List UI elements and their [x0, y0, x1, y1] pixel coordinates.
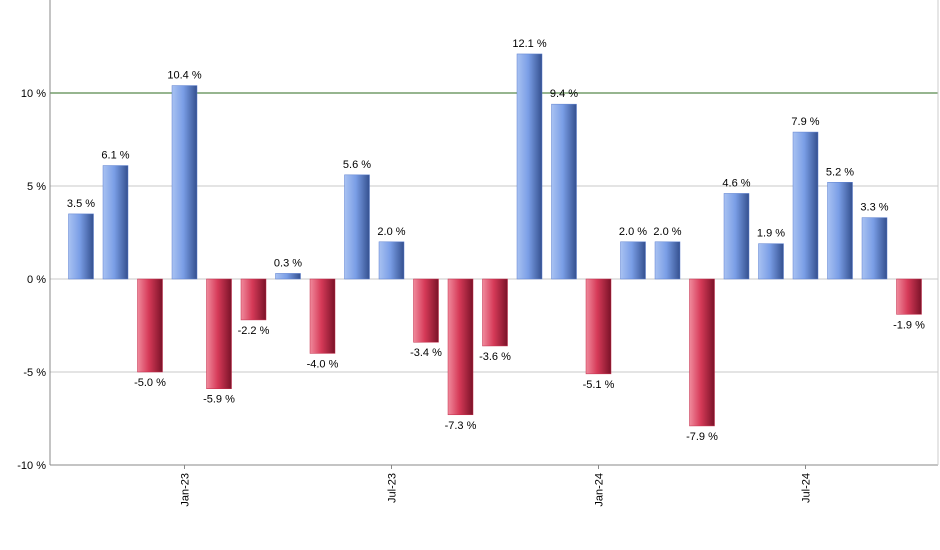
bar: [309, 278, 336, 354]
bar: [171, 85, 198, 280]
data-label: -4.0 %: [307, 358, 339, 370]
data-label: 9.4 %: [550, 88, 578, 100]
data-label: 3.3 %: [860, 202, 888, 214]
y-tick-label: 10 %: [21, 88, 46, 100]
data-label: 2.0 %: [377, 226, 405, 238]
data-label: 12.1 %: [512, 38, 546, 50]
bar: [689, 278, 715, 427]
bar: [827, 182, 853, 280]
bar: [482, 278, 508, 347]
bar: [240, 278, 267, 321]
bar: [447, 278, 474, 416]
x-tick-label: Jul-24: [801, 473, 813, 503]
y-tick-label: -5 %: [23, 367, 46, 379]
bar: [896, 278, 922, 315]
x-tick-label: Jan-23: [180, 473, 192, 507]
data-label: 3.5 %: [67, 198, 95, 210]
data-label: -7.3 %: [445, 420, 477, 432]
x-tick-label: Jul-23: [387, 473, 399, 503]
data-label: 4.6 %: [722, 177, 750, 189]
bar: [344, 174, 370, 280]
bar: [378, 241, 405, 280]
data-label: -2.2 %: [238, 325, 270, 337]
data-label: 6.1 %: [101, 150, 129, 162]
y-tick-label: 5 %: [27, 181, 46, 193]
bar: [792, 131, 819, 280]
data-label: -3.4 %: [410, 347, 442, 359]
data-label: 1.9 %: [757, 228, 785, 240]
data-label: -5.9 %: [203, 394, 235, 406]
data-label: 2.0 %: [619, 226, 647, 238]
y-tick-label: -10 %: [17, 460, 46, 472]
data-label: -5.1 %: [583, 379, 615, 391]
bar: [137, 278, 163, 373]
bar: [68, 213, 94, 280]
data-label: -1.9 %: [893, 319, 925, 331]
bar: [516, 53, 543, 280]
data-label: 10.4 %: [167, 70, 201, 82]
data-label: 2.0 %: [653, 226, 681, 238]
data-label: 5.2 %: [826, 166, 854, 178]
bar: [206, 278, 232, 389]
x-tick-label: Jan-24: [594, 473, 606, 507]
data-label: 0.3 %: [274, 257, 302, 269]
bar: [723, 193, 750, 280]
data-label: -3.6 %: [479, 351, 511, 363]
bar: [413, 278, 439, 343]
data-label: 5.6 %: [343, 159, 371, 171]
bar: [861, 217, 888, 280]
bar: [551, 103, 577, 280]
bar: [275, 273, 301, 280]
data-label: -7.9 %: [686, 431, 718, 443]
data-label: 7.9 %: [791, 116, 819, 128]
bar: [654, 241, 681, 280]
bar: [585, 278, 612, 375]
bar: [102, 165, 129, 280]
data-label: -5.0 %: [134, 377, 166, 389]
y-tick-label: 0 %: [27, 274, 46, 286]
bar: [620, 241, 646, 280]
bar: [758, 243, 784, 280]
